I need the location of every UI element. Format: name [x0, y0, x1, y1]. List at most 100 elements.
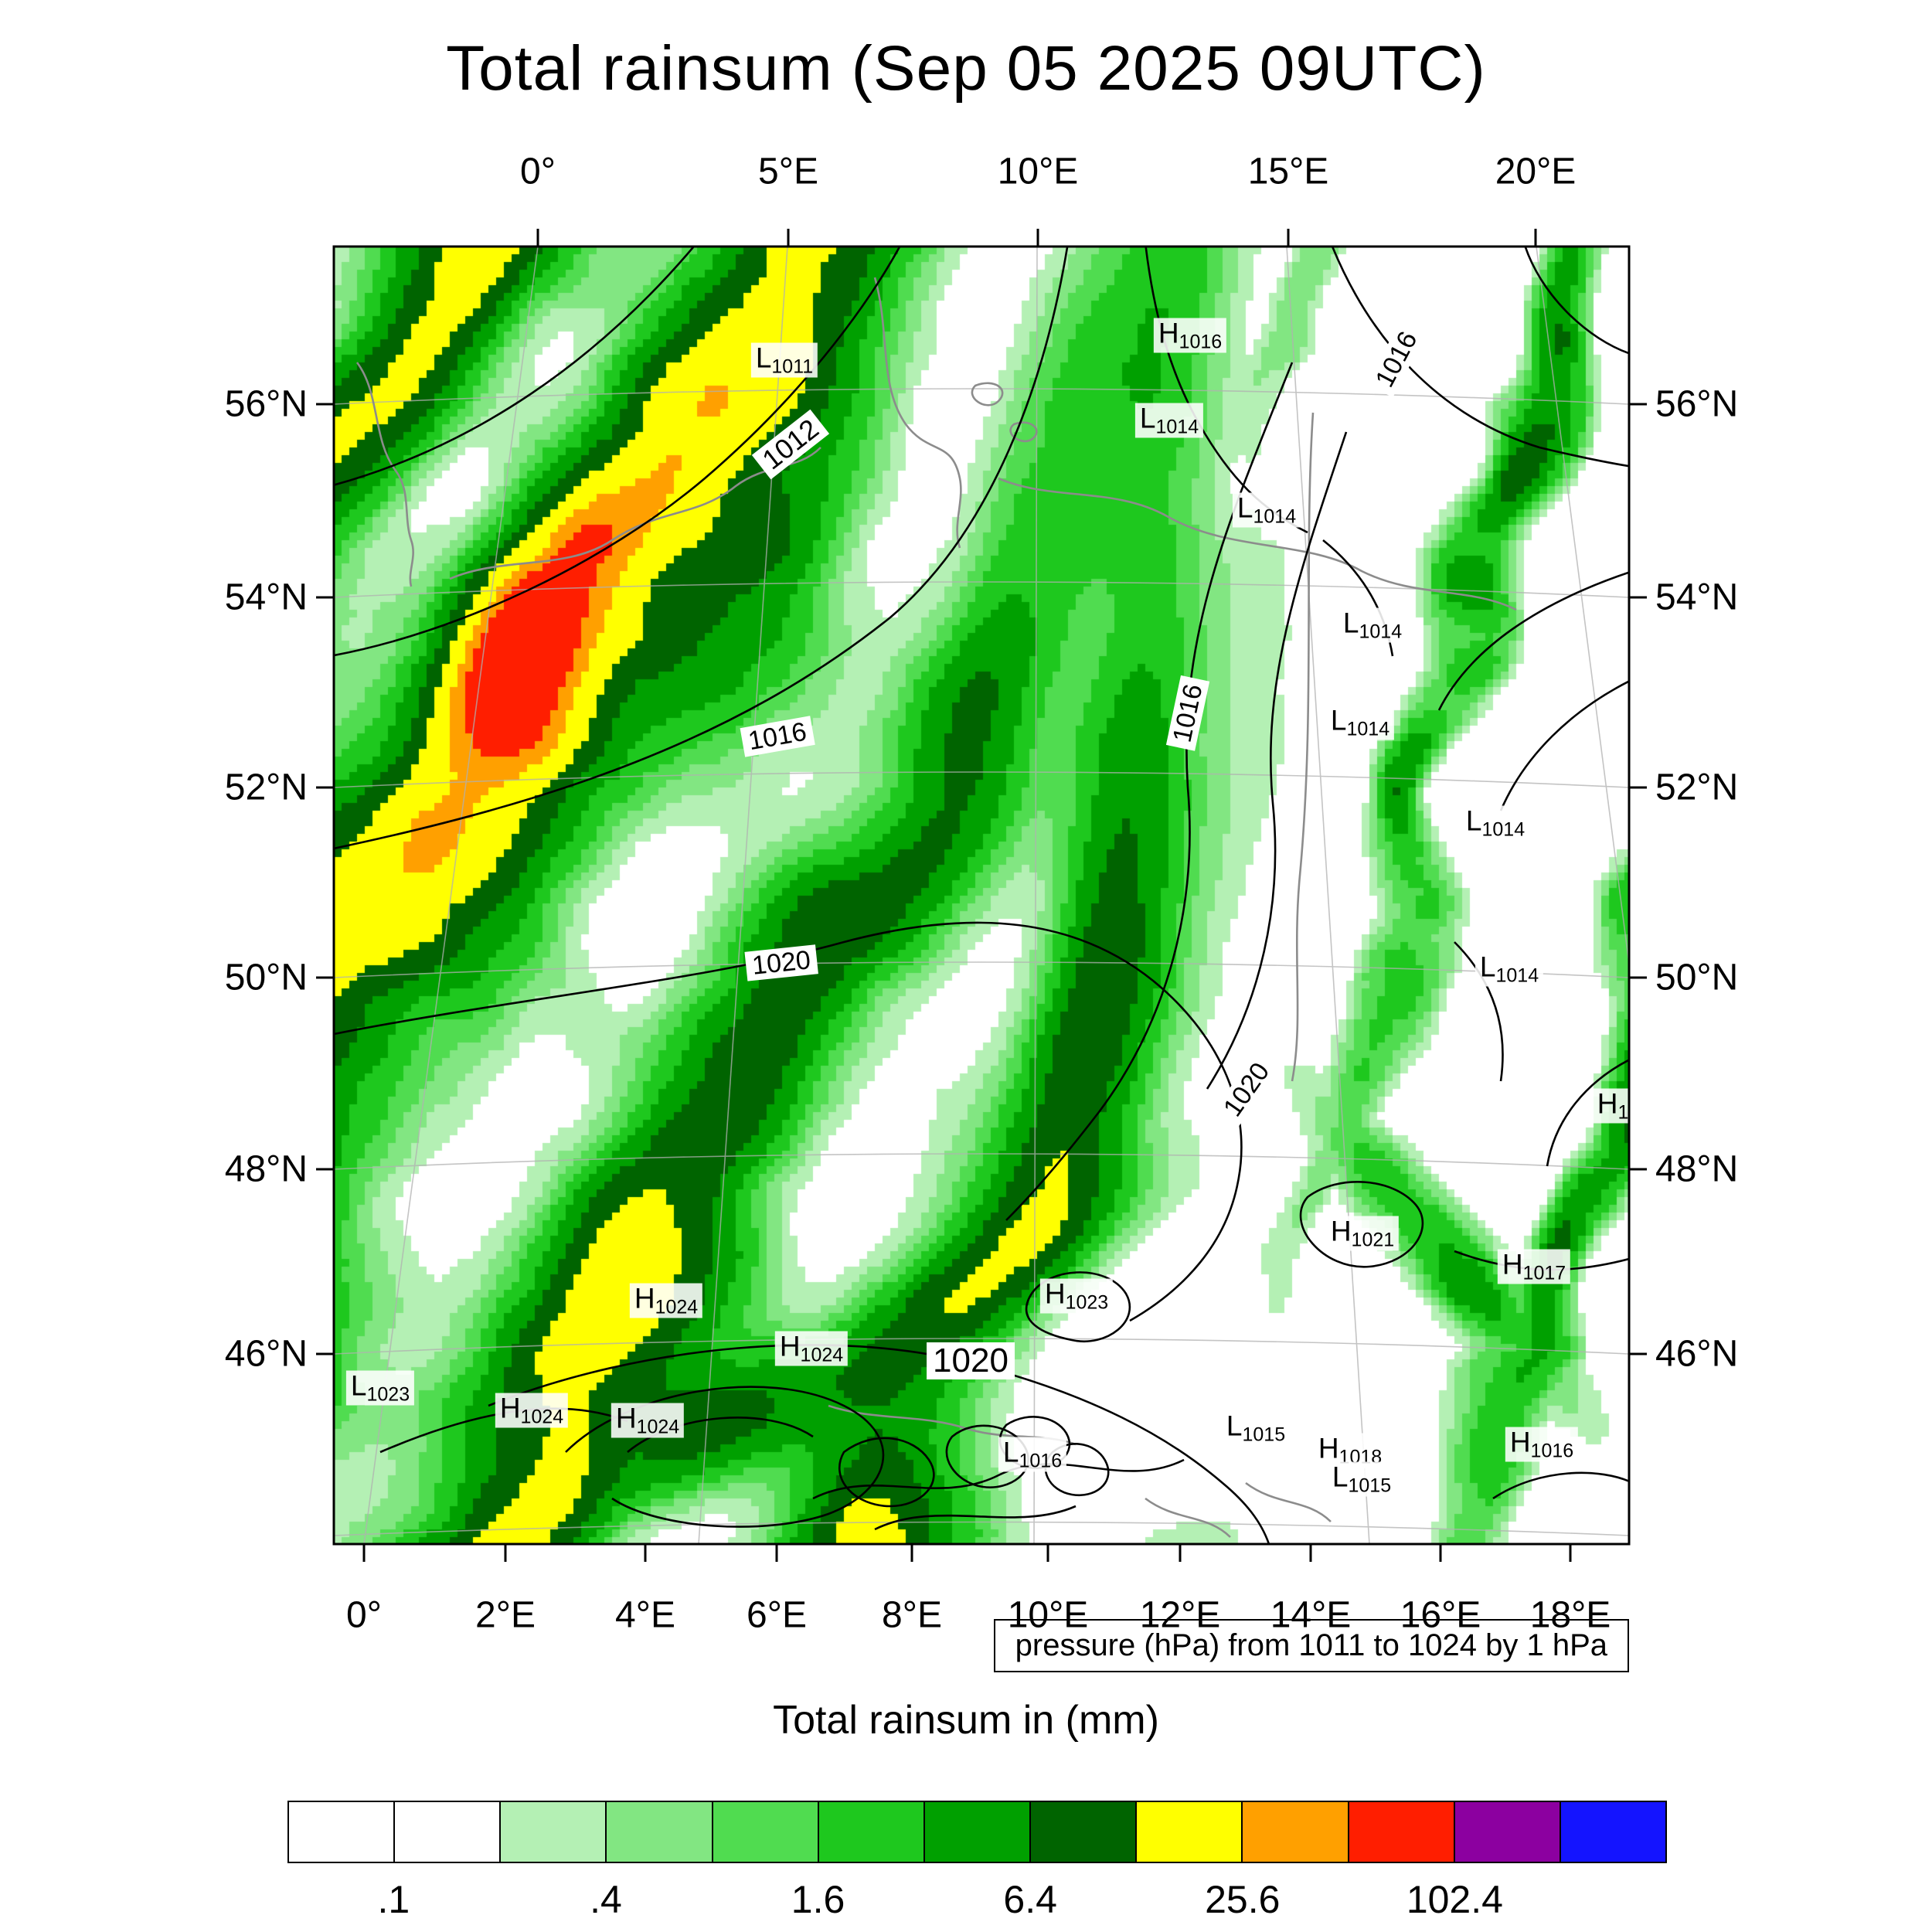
lat-label-left: 48°N: [224, 1148, 308, 1190]
lon-label-bottom: 4°E: [615, 1594, 675, 1636]
colorbar-tick-label: .4: [590, 1878, 622, 1921]
colorbar-cell: [711, 1801, 819, 1863]
lon-label-bottom: 14°E: [1270, 1594, 1352, 1636]
contour-label: 1016: [740, 716, 815, 757]
lat-label-right: 56°N: [1655, 383, 1739, 425]
pressure-center-value: 1017: [1522, 1262, 1566, 1284]
lon-label-bottom: 8°E: [882, 1594, 942, 1636]
contour-label: 1012: [751, 409, 830, 480]
colorbar-cell: [1559, 1801, 1668, 1863]
pressure-center-letter: L: [1139, 402, 1156, 434]
pressure-center-value: 1014: [1155, 416, 1199, 438]
lon-label-bottom: 10°E: [1007, 1594, 1089, 1636]
colorbar-tick-label: 1.6: [791, 1878, 845, 1921]
lon-label-bottom: 16°E: [1400, 1594, 1481, 1636]
page-title: Total rainsum (Sep 05 2025 09UTC): [446, 33, 1486, 104]
lon-label-bottom: 6°E: [747, 1594, 807, 1636]
lat-label-right: 52°N: [1655, 767, 1739, 808]
colorbar-tick-label: 102.4: [1406, 1878, 1503, 1921]
pressure-center-letter: L: [1465, 804, 1482, 837]
pressure-center-low: L1016: [998, 1437, 1067, 1472]
lat-label-left: 46°N: [224, 1333, 308, 1375]
lon-label-bottom: 12°E: [1139, 1594, 1221, 1636]
pressure-center-letter: H: [1502, 1248, 1523, 1281]
map-panel: L1011 H1016 L1014 L1014 L1014 L1014 L1014 L1014…: [334, 247, 1629, 1544]
pressure-center-low: L1014: [1134, 402, 1204, 438]
lon-label-top: 0°: [520, 151, 556, 192]
pressure-center-value: 1014: [1253, 505, 1297, 528]
pressure-center-letter: L: [755, 342, 772, 374]
pressure-center-low: L1014: [1461, 804, 1530, 841]
pressure-center-value: 1023: [366, 1383, 410, 1406]
pressure-center-letter: H: [1044, 1277, 1066, 1310]
colorbar-cell: [1241, 1801, 1349, 1863]
map-label-layer: L1011 H1016 L1014 L1014 L1014 L1014 L1014 L1014…: [334, 247, 1629, 1544]
lat-label-right: 46°N: [1655, 1333, 1739, 1375]
pressure-center-value: 1016: [1019, 1450, 1063, 1472]
colorbar-cell: [923, 1801, 1032, 1863]
pressure-center-high: H1021: [1325, 1215, 1400, 1251]
pressure-center-letter: L: [1342, 607, 1359, 639]
pressure-center-value: 1014: [1495, 964, 1539, 987]
lon-label-top: 10°E: [997, 151, 1079, 192]
colorbar-tick-label: 6.4: [1003, 1878, 1057, 1921]
colorbar-tick-label: 25.6: [1205, 1878, 1281, 1921]
pressure-center-value: 1014: [1481, 818, 1526, 841]
lat-label-left: 54°N: [224, 577, 308, 618]
pressure-center-high: H1024: [629, 1283, 703, 1318]
pressure-center-low: L1014: [1338, 607, 1407, 643]
colorbar-cell: [1135, 1801, 1243, 1863]
contour-label: 1020: [927, 1342, 1015, 1379]
pressure-legend: pressure (hPa) from 1011 to 1024 by 1 hP…: [993, 1619, 1629, 1672]
pressure-center-letter: H: [779, 1330, 801, 1362]
contour-label: 1016: [1165, 675, 1210, 751]
colorbar-cell: [605, 1801, 713, 1863]
pressure-center-value: 1024: [800, 1344, 844, 1366]
pressure-center-letter: H: [1330, 1215, 1352, 1247]
pressure-center-low: L1015: [1221, 1410, 1291, 1446]
pressure-center-high: H1023: [1039, 1277, 1114, 1314]
pressure-center-value: 1016: [1179, 331, 1223, 353]
pressure-center-letter: L: [1236, 492, 1253, 524]
lat-label-left: 52°N: [224, 767, 308, 808]
pressure-center-value: 1011: [771, 355, 814, 378]
pressure-center-value: 1024: [636, 1416, 680, 1438]
lat-label-right: 50°N: [1655, 957, 1739, 998]
pressure-center-low: L1023: [345, 1369, 415, 1406]
pressure-center-letter: H: [1158, 317, 1179, 349]
pressure-center-low: L1014: [1325, 704, 1395, 740]
pressure-center-letter: L: [1332, 1461, 1349, 1493]
pressure-center-letter: L: [1330, 704, 1347, 736]
lat-label-left: 50°N: [224, 957, 308, 998]
pressure-center-value: 1015: [1242, 1423, 1286, 1446]
lon-label-bottom: 2°E: [475, 1594, 536, 1636]
colorbar-cell: [287, 1801, 396, 1863]
pressure-center-value: 10: [1617, 1101, 1629, 1124]
pressure-center-high: H1024: [611, 1403, 685, 1438]
lat-label-right: 48°N: [1655, 1148, 1739, 1190]
lat-label-right: 54°N: [1655, 577, 1739, 618]
lon-label-bottom: 0°: [346, 1594, 382, 1636]
pressure-center-low: L1014: [1232, 492, 1301, 528]
colorbar-cell: [1029, 1801, 1138, 1863]
pressure-center-value: 1016: [1530, 1440, 1574, 1462]
pressure-center-low: L1011: [750, 342, 818, 378]
colorbar: [287, 1801, 1668, 1863]
pressure-center-letter: H: [1318, 1432, 1339, 1464]
colorbar-cell: [499, 1801, 607, 1863]
pressure-center-low: L1015: [1327, 1461, 1396, 1497]
lat-label-left: 56°N: [224, 383, 308, 425]
pressure-center-high: H1016: [1153, 317, 1227, 353]
lon-label-top: 5°E: [758, 151, 818, 192]
pressure-center-letter: L: [350, 1369, 367, 1402]
pressure-center-letter: H: [499, 1392, 521, 1424]
pressure-center-value: 1024: [520, 1406, 564, 1428]
pressure-center-value: 1021: [1351, 1229, 1395, 1251]
contour-label: 1020: [1214, 1052, 1279, 1128]
pressure-center-high: H1024: [495, 1392, 569, 1428]
lon-label-top: 20°E: [1495, 151, 1577, 192]
pressure-center-low: L1014: [1475, 951, 1544, 987]
pressure-center-high: H1016: [1505, 1427, 1579, 1462]
pressure-center-letter: L: [1479, 951, 1496, 983]
